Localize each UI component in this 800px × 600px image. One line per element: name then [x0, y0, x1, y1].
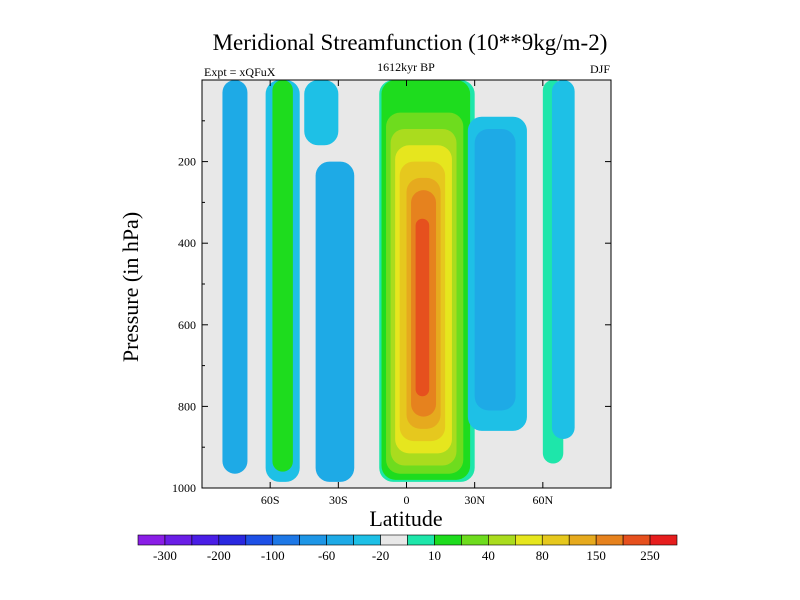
- colorbar-label: 40: [482, 548, 495, 563]
- colorbar-swatch: [299, 534, 327, 546]
- colorbar-swatch: [407, 534, 435, 546]
- colorbar-label: -20: [372, 548, 389, 563]
- colorbar-label: 10: [428, 548, 441, 563]
- colorbar-label: -60: [318, 548, 335, 563]
- colorbar-swatch: [488, 534, 516, 546]
- region-north-ferrel-core: [474, 128, 516, 411]
- x-tick-label: 60S: [261, 493, 280, 507]
- colorbar-swatch: [568, 534, 597, 546]
- period-label: 1612kyr BP: [377, 60, 435, 74]
- x-tick-label: 0: [404, 493, 410, 507]
- y-tick-label: 600: [178, 318, 196, 332]
- colorbar-swatch: [380, 534, 408, 546]
- experiment-label: Expt = xQFuX: [204, 65, 276, 79]
- colorbar-label: -200: [207, 548, 231, 563]
- season-label: DJF: [590, 62, 610, 76]
- colorbar-label: 80: [536, 548, 549, 563]
- colorbar-swatch: [353, 534, 381, 546]
- x-tick-label: 30N: [464, 493, 485, 507]
- colorbar-swatch: [164, 534, 193, 546]
- region-south-upper-branch: [304, 80, 339, 146]
- region-north-polar-upper: [551, 80, 575, 440]
- y-tick-label: 400: [178, 236, 196, 250]
- colorbar-swatch: [218, 534, 247, 546]
- colorbar-swatch: [595, 534, 624, 546]
- contour-regions: [222, 80, 575, 482]
- region-hadley-250: [415, 218, 430, 397]
- colorbar-swatch: [649, 534, 678, 546]
- x-tick-label: 30S: [329, 493, 348, 507]
- chart-title: Meridional Streamfunction (10**9kg/m-2): [213, 30, 608, 55]
- y-tick-label: 200: [178, 155, 196, 169]
- x-tick-label: 60N: [532, 493, 553, 507]
- colorbar-swatch: [622, 534, 651, 546]
- region-ferrel-south-core: [272, 80, 293, 472]
- colorbar-swatch: [272, 534, 301, 546]
- colorbar-label: 250: [640, 548, 660, 563]
- x-axis-label: Latitude: [369, 506, 442, 531]
- colorbar-swatch: [191, 534, 220, 546]
- colorbar-label: -100: [261, 548, 285, 563]
- region-south-subtropical-cell: [315, 161, 355, 482]
- y-axis-label: Pressure (in hPa): [118, 212, 143, 362]
- colorbar-swatch: [434, 534, 462, 546]
- colorbar-swatch: [514, 534, 543, 546]
- colorbar-swatch: [245, 534, 274, 546]
- y-tick-label: 800: [178, 399, 196, 413]
- y-tick-label: 1000: [172, 481, 196, 495]
- axes: 60S 30S 0 30N 60N 200 400 600 800 1000: [172, 80, 611, 507]
- region-polar-south-cell: [222, 80, 248, 474]
- colorbar: -300 -200 -100 -60 -20 10 40 80 150 250: [137, 534, 678, 563]
- colorbar-swatch: [461, 534, 489, 546]
- colorbar-swatch: [137, 534, 166, 546]
- colorbar-label: 150: [586, 548, 606, 563]
- colorbar-swatch: [541, 534, 570, 546]
- colorbar-swatch: [326, 534, 354, 546]
- colorbar-label: -300: [153, 548, 177, 563]
